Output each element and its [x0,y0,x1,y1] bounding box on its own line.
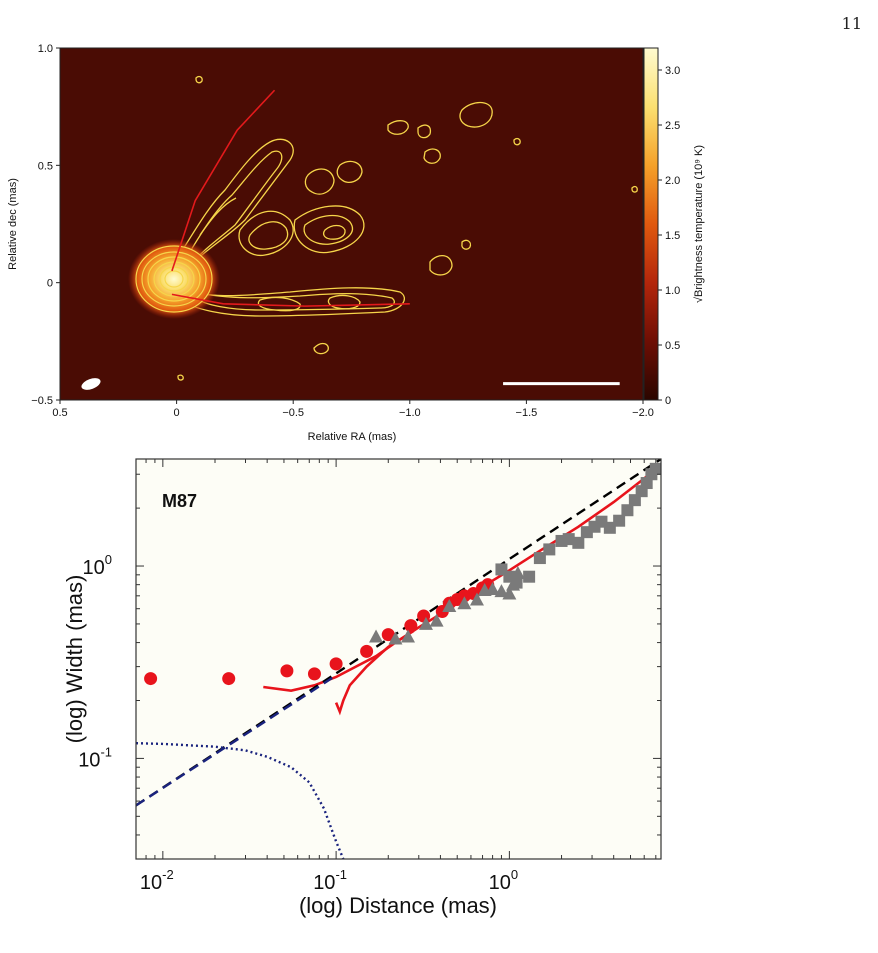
plot-background [136,459,661,859]
data-point-circle [144,672,158,686]
data-point-circle [307,667,321,681]
y-tick-label: 0.5 [38,160,53,172]
y-tick-label: 10-1 [78,744,112,771]
y-axis-ticks: −0.5 0 0.5 1.0 [31,43,60,407]
data-point-square [621,504,634,517]
jet-edge-line [171,293,410,307]
x-tick-label: 10-1 [313,867,347,894]
x-tick-label: −0.5 [282,407,304,419]
plot-title: M87 [162,491,197,511]
data-point-triangle [502,586,517,600]
colorbar [643,47,659,401]
data-point-square [523,570,536,583]
data-point-circle [280,664,294,678]
y-tick-label: 0 [47,278,53,290]
colorbar-tick-label: 0 [665,395,671,407]
data-point-circle [222,672,236,686]
data-point-circle [329,657,343,671]
data-point-square [649,462,661,475]
data-point-square [510,576,523,589]
y-axis-label: (log) Width (mas) [62,575,87,744]
beam-ellipse [81,378,101,390]
data-point-triangle [485,581,500,595]
x-tick-label: 0 [174,407,180,419]
data-point-square [613,514,626,527]
jet-edge-lines [171,89,410,307]
jet-edge-line [171,89,276,272]
jet-emission-contours [170,75,638,381]
colorbar-label: √Brightness temperature (10⁹ K) [693,145,705,303]
data-point-triangle [442,598,457,612]
x-tick-label: −1.0 [399,407,421,419]
series-line-dashed [136,674,337,807]
data-point-square [533,552,546,565]
x-tick-label: 100 [489,867,518,894]
data-point-square [603,521,616,534]
data-point-triangle [494,584,509,598]
map-frame [59,47,644,401]
y-axis-label: Relative dec (mas) [7,178,19,270]
x-tick-label: 0.5 [52,407,67,419]
data-point-square [562,533,575,546]
data-point-square [543,543,556,556]
series-line-dotted [136,742,345,859]
colorbar-tick-label: 3.0 [665,65,680,77]
data-point-circle [417,609,431,623]
colorbar-tick-label: 1.0 [665,285,680,297]
data-point-triangle [401,629,416,643]
x-axis-ticks: 0.5 0 −0.5 −1.0 −1.5 −2.0 [52,400,654,419]
core [128,239,220,319]
x-axis-label: Relative RA (mas) [308,431,397,443]
x-tick-label: 10-2 [140,867,174,894]
data-point-circle [360,644,374,658]
x-axis-ticks: 10-2 10-1 100 [140,459,657,894]
data-point-triangle [457,596,472,610]
data-point-triangle [369,629,384,643]
data-point-square [572,536,585,549]
data-point-circle [381,628,395,642]
colorbar-tick-label: 2.5 [665,120,680,132]
colorbar-tick-label: 2.0 [665,175,680,187]
data-point-triangle [469,592,484,606]
data-point-triangle [388,631,403,645]
data-point-triangle [429,613,444,627]
plot-frame [135,458,662,860]
data-point-triangle [418,616,433,630]
y-tick-label: −0.5 [31,395,53,407]
x-tick-label: −2.0 [632,407,654,419]
y-tick-label: 1.0 [38,43,53,55]
colorbar-ticks: 0 0.5 1.0 1.5 2.0 2.5 3.0 [658,65,680,407]
vlbi-map-figure: 0.5 0 −0.5 −1.0 −1.5 −2.0 −0.5 0 0.5 1.0 Relativ… [7,43,705,443]
series-line-solid [334,629,415,716]
x-tick-label: −1.5 [516,407,538,419]
x-axis-label: (log) Distance (mas) [299,893,497,918]
colorbar-tick-label: 0.5 [665,340,680,352]
colorbar-tick-label: 1.5 [665,230,680,242]
page-number: 11 [841,14,862,33]
data-point-circle [404,619,418,633]
